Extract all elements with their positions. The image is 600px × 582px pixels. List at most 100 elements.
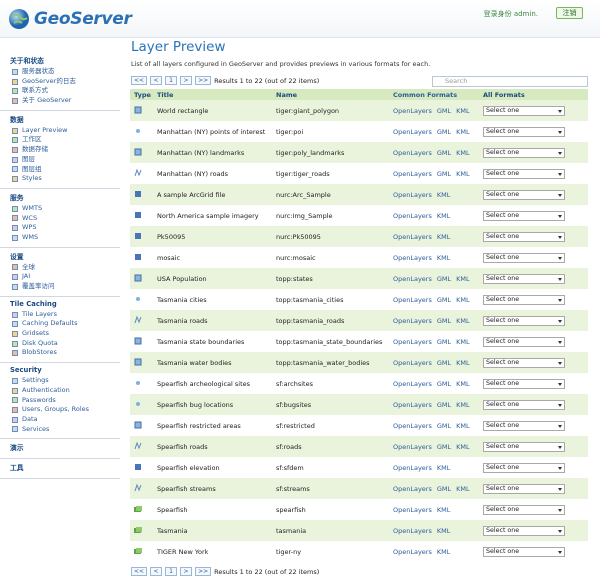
menu-label[interactable]: Passwords	[22, 395, 56, 404]
menu-label[interactable]: Caching Defaults	[22, 319, 78, 328]
format-link[interactable]: OpenLayers	[393, 295, 432, 304]
menu-label[interactable]: Authentication	[22, 385, 70, 394]
menu-item[interactable]: Disk Quota	[12, 339, 120, 349]
menu-item[interactable]: Styles	[12, 174, 120, 184]
menu-label[interactable]: 全球	[22, 262, 35, 271]
format-link[interactable]: KML	[436, 253, 451, 262]
format-link[interactable]: KML	[436, 211, 451, 220]
menu-item[interactable]: Passwords	[12, 396, 120, 406]
format-select[interactable]: Select one	[483, 399, 565, 410]
format-link[interactable]: GML	[436, 379, 452, 388]
menu-label[interactable]: Users, Groups, Roles	[22, 405, 90, 414]
menu-label[interactable]: 联系方式	[22, 86, 48, 95]
menu-label[interactable]: WMS	[22, 232, 39, 241]
format-link[interactable]: KML	[436, 190, 451, 199]
format-select[interactable]: Select one	[483, 462, 565, 473]
menu-label[interactable]: 数据存储	[22, 145, 48, 154]
format-link[interactable]: OpenLayers	[393, 127, 432, 136]
format-link[interactable]: GML	[436, 337, 452, 346]
column-header[interactable]: Common Formats	[393, 90, 458, 99]
menu-label[interactable]: 工作区	[22, 135, 42, 144]
format-link[interactable]: GML	[436, 295, 452, 304]
menu-label[interactable]: 关于 GeoServer	[22, 96, 72, 105]
format-select[interactable]: Select one	[483, 147, 565, 158]
format-link[interactable]: KML	[456, 169, 470, 178]
format-select[interactable]: Select one	[483, 105, 565, 116]
menu-label[interactable]: WPS	[22, 223, 37, 232]
format-link[interactable]: KML	[456, 106, 470, 115]
format-link[interactable]: GML	[436, 148, 452, 157]
pager-button[interactable]: 1	[165, 76, 178, 85]
format-link[interactable]: OpenLayers	[393, 379, 432, 388]
format-link[interactable]: OpenLayers	[393, 442, 432, 451]
format-link[interactable]: OpenLayers	[393, 547, 432, 556]
menu-item[interactable]: Caching Defaults	[12, 319, 120, 329]
format-link[interactable]: OpenLayers	[393, 106, 432, 115]
format-link[interactable]: OpenLayers	[393, 274, 432, 283]
pager-button[interactable]: >>	[195, 76, 212, 85]
pager-button[interactable]: <	[150, 567, 163, 576]
format-select[interactable]: Select one	[483, 189, 565, 200]
format-select[interactable]: Select one	[483, 252, 565, 263]
format-select[interactable]: Select one	[483, 504, 565, 515]
format-link[interactable]: KML	[456, 379, 470, 388]
format-select[interactable]: Select one	[483, 168, 565, 179]
logo[interactable]: GeoServer	[8, 6, 132, 32]
pager-button[interactable]: >>	[195, 567, 212, 576]
format-select[interactable]: Select one	[483, 126, 565, 137]
format-link[interactable]: KML	[456, 442, 470, 451]
format-select[interactable]: Select one	[483, 420, 565, 431]
format-link[interactable]: GML	[436, 316, 452, 325]
pager-button[interactable]: 1	[165, 567, 178, 576]
menu-item[interactable]: 关于 GeoServer	[12, 96, 120, 106]
format-select[interactable]: Select one	[483, 231, 565, 242]
pager-button[interactable]: >	[180, 567, 193, 576]
format-link[interactable]: KML	[436, 526, 451, 535]
menu-item[interactable]: WMS	[12, 233, 120, 243]
menu-item[interactable]: 覆盖率访问	[12, 282, 120, 292]
menu-label[interactable]: 覆盖率访问	[22, 282, 55, 290]
format-link[interactable]: KML	[456, 337, 470, 346]
menu-label[interactable]: 图层组	[22, 164, 42, 173]
format-link[interactable]: OpenLayers	[393, 211, 432, 220]
format-link[interactable]: OpenLayers	[393, 526, 432, 535]
menu-item[interactable]: 图层组	[12, 165, 120, 175]
menu-item[interactable]: Gridsets	[12, 329, 120, 339]
menu-item[interactable]: WMTS	[12, 204, 120, 214]
format-link[interactable]: KML	[456, 295, 470, 304]
menu-label[interactable]: Gridsets	[22, 329, 49, 338]
format-link[interactable]: KML	[456, 316, 470, 325]
format-link[interactable]: OpenLayers	[393, 484, 432, 493]
menu-item[interactable]: 服务器状态	[12, 67, 120, 77]
format-link[interactable]: KML	[456, 358, 470, 367]
format-link[interactable]: GML	[436, 274, 452, 283]
format-link[interactable]: GML	[436, 421, 452, 430]
menu-item[interactable]: JAI	[12, 272, 120, 282]
format-link[interactable]: KML	[456, 400, 470, 409]
format-select[interactable]: Select one	[483, 294, 565, 305]
format-link[interactable]: GML	[436, 106, 452, 115]
format-link[interactable]: KML	[456, 274, 470, 283]
format-select[interactable]: Select one	[483, 210, 565, 221]
menu-label[interactable]: 图层	[22, 154, 35, 163]
format-link[interactable]: GML	[436, 169, 452, 178]
menu-item[interactable]: Data	[12, 415, 120, 425]
format-link[interactable]: KML	[456, 127, 470, 136]
menu-item[interactable]: Tile Layers	[12, 310, 120, 320]
format-select[interactable]: Select one	[483, 525, 565, 536]
menu-label[interactable]: WCS	[22, 213, 38, 222]
menu-label[interactable]: Settings	[22, 376, 49, 385]
menu-item[interactable]: 数据存储	[12, 145, 120, 155]
menu-label[interactable]: JAI	[22, 272, 31, 281]
menu-item[interactable]: BlobStores	[12, 348, 120, 358]
menu-item[interactable]: WCS	[12, 214, 120, 224]
format-select[interactable]: Select one	[483, 546, 565, 557]
menu-item[interactable]: 工作区	[12, 135, 120, 145]
format-link[interactable]: OpenLayers	[393, 400, 432, 409]
format-link[interactable]: OpenLayers	[393, 337, 432, 346]
menu-label[interactable]: Data	[22, 414, 38, 423]
column-header[interactable]: All Formats	[483, 90, 525, 99]
pager-button[interactable]: >	[180, 76, 193, 85]
format-select[interactable]: Select one	[483, 357, 565, 368]
logout-button[interactable]: 注销	[556, 7, 583, 19]
